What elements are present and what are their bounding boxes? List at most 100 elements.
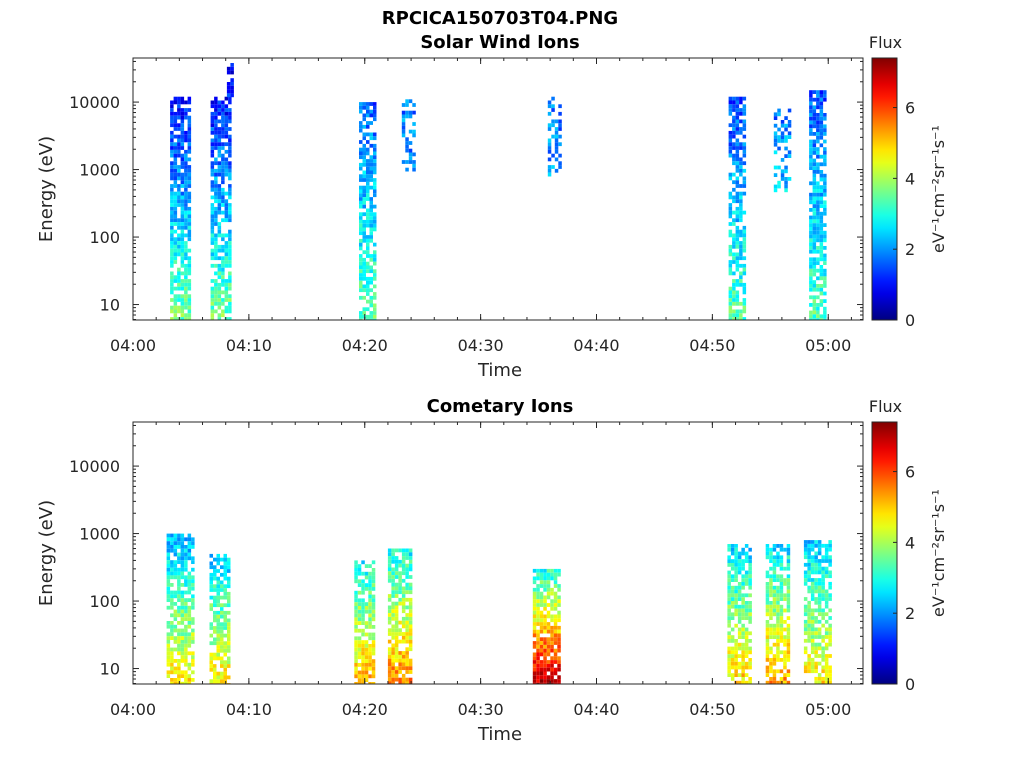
heatmap-cell [742, 267, 747, 272]
heatmap-cell [173, 602, 178, 606]
heatmap-cell [734, 669, 738, 674]
heatmap-cell [359, 276, 363, 281]
burst-4 [359, 102, 377, 320]
heatmap-cell [209, 576, 213, 581]
heatmap-cell [550, 679, 554, 683]
heatmap-cell [359, 102, 363, 106]
heatmap-cell [391, 548, 395, 553]
heatmap-cell [554, 127, 559, 131]
heatmap-cell [734, 661, 738, 666]
heatmap-cell [184, 567, 188, 572]
heatmap-cell [742, 123, 747, 128]
heatmap-cell [558, 104, 562, 109]
heatmap-cell [228, 282, 232, 287]
heatmap-cell [557, 682, 561, 684]
heatmap-cell [823, 234, 827, 239]
heatmap-cell [734, 612, 738, 617]
heatmap-cell [228, 237, 232, 242]
heatmap-cell [217, 199, 222, 204]
heatmap-cell [532, 660, 537, 664]
heatmap-cell [401, 586, 406, 591]
heatmap-cell [228, 210, 232, 215]
heatmap-cell [550, 572, 554, 577]
heatmap-cell [391, 578, 395, 583]
heatmap-cell [742, 271, 747, 276]
heatmap-cell [216, 580, 220, 585]
heatmap-cell [170, 203, 174, 207]
heatmap-cell [221, 233, 225, 238]
heatmap-cell [809, 192, 813, 197]
x-tick-label: 04:20 [342, 336, 388, 355]
heatmap-cell [170, 279, 174, 283]
heatmap-cell [748, 585, 752, 590]
burst-7 [728, 96, 747, 320]
heatmap-cell [539, 652, 544, 657]
heatmap-cell [814, 627, 818, 632]
heatmap-cell [359, 311, 363, 315]
heatmap-cell [228, 309, 232, 314]
heatmap-cell [166, 632, 171, 637]
heatmap-cell [823, 151, 827, 155]
heatmap-cell [369, 231, 373, 236]
heatmap-cell [184, 187, 188, 192]
heatmap-cell [177, 195, 181, 200]
heatmap-cell [551, 134, 555, 139]
heatmap-cell [405, 613, 409, 617]
heatmap-cell [739, 119, 743, 124]
heatmap-cell [366, 105, 370, 110]
heatmap-cell [214, 294, 218, 299]
heatmap-cell [173, 613, 178, 618]
heatmap-cell [543, 595, 547, 600]
heatmap-cell [357, 647, 362, 652]
heatmap-cell [394, 609, 399, 614]
heatmap-cell [824, 680, 829, 684]
heatmap-cell [742, 176, 747, 181]
heatmap-cell [823, 223, 827, 227]
heatmap-cell [742, 168, 747, 173]
heatmap-cell [783, 654, 787, 658]
heatmap-cell [187, 317, 192, 320]
heatmap-cell [737, 635, 742, 639]
heatmap-cell [228, 195, 232, 200]
heatmap-cell [401, 609, 406, 614]
heatmap-cell [394, 643, 399, 648]
heatmap-cell [214, 130, 218, 135]
heatmap-cell [734, 623, 738, 628]
heatmap-cell [170, 275, 174, 280]
heatmap-cell [765, 635, 770, 639]
heatmap-cell [819, 230, 824, 235]
heatmap-cell [387, 613, 392, 617]
heatmap-cell [180, 621, 185, 625]
heatmap-cell [730, 650, 735, 655]
heatmap-cell [391, 567, 395, 572]
heatmap-cell [821, 570, 825, 575]
heatmap-cell [210, 172, 215, 177]
heatmap-cell [361, 590, 365, 595]
heatmap-cell [213, 557, 217, 562]
heatmap-cell [216, 645, 220, 649]
heatmap-cell [214, 279, 218, 283]
heatmap-cell [550, 644, 554, 649]
heatmap-cell [217, 298, 222, 302]
heatmap-cell [223, 664, 227, 668]
heatmap-cell [730, 654, 735, 658]
heatmap-cell [184, 678, 188, 682]
heatmap-cell [369, 212, 373, 217]
heatmap-cell [787, 131, 792, 136]
heatmap-cell [823, 284, 827, 288]
heatmap-cell [373, 185, 377, 190]
heatmap-cell [536, 622, 540, 626]
heatmap-cell [369, 254, 373, 258]
heatmap-cell [184, 165, 188, 169]
heatmap-cell [177, 100, 181, 105]
heatmap-cell [362, 124, 366, 129]
heatmap-cell [224, 263, 229, 268]
heatmap-cell [373, 147, 377, 152]
heatmap-cell [210, 153, 215, 158]
heatmap-cell [732, 222, 736, 226]
heatmap-cell [180, 100, 185, 105]
heatmap-cell [786, 582, 791, 586]
heatmap-cell [210, 263, 215, 268]
heatmap-cell [821, 608, 825, 613]
heatmap-cell [369, 136, 373, 141]
